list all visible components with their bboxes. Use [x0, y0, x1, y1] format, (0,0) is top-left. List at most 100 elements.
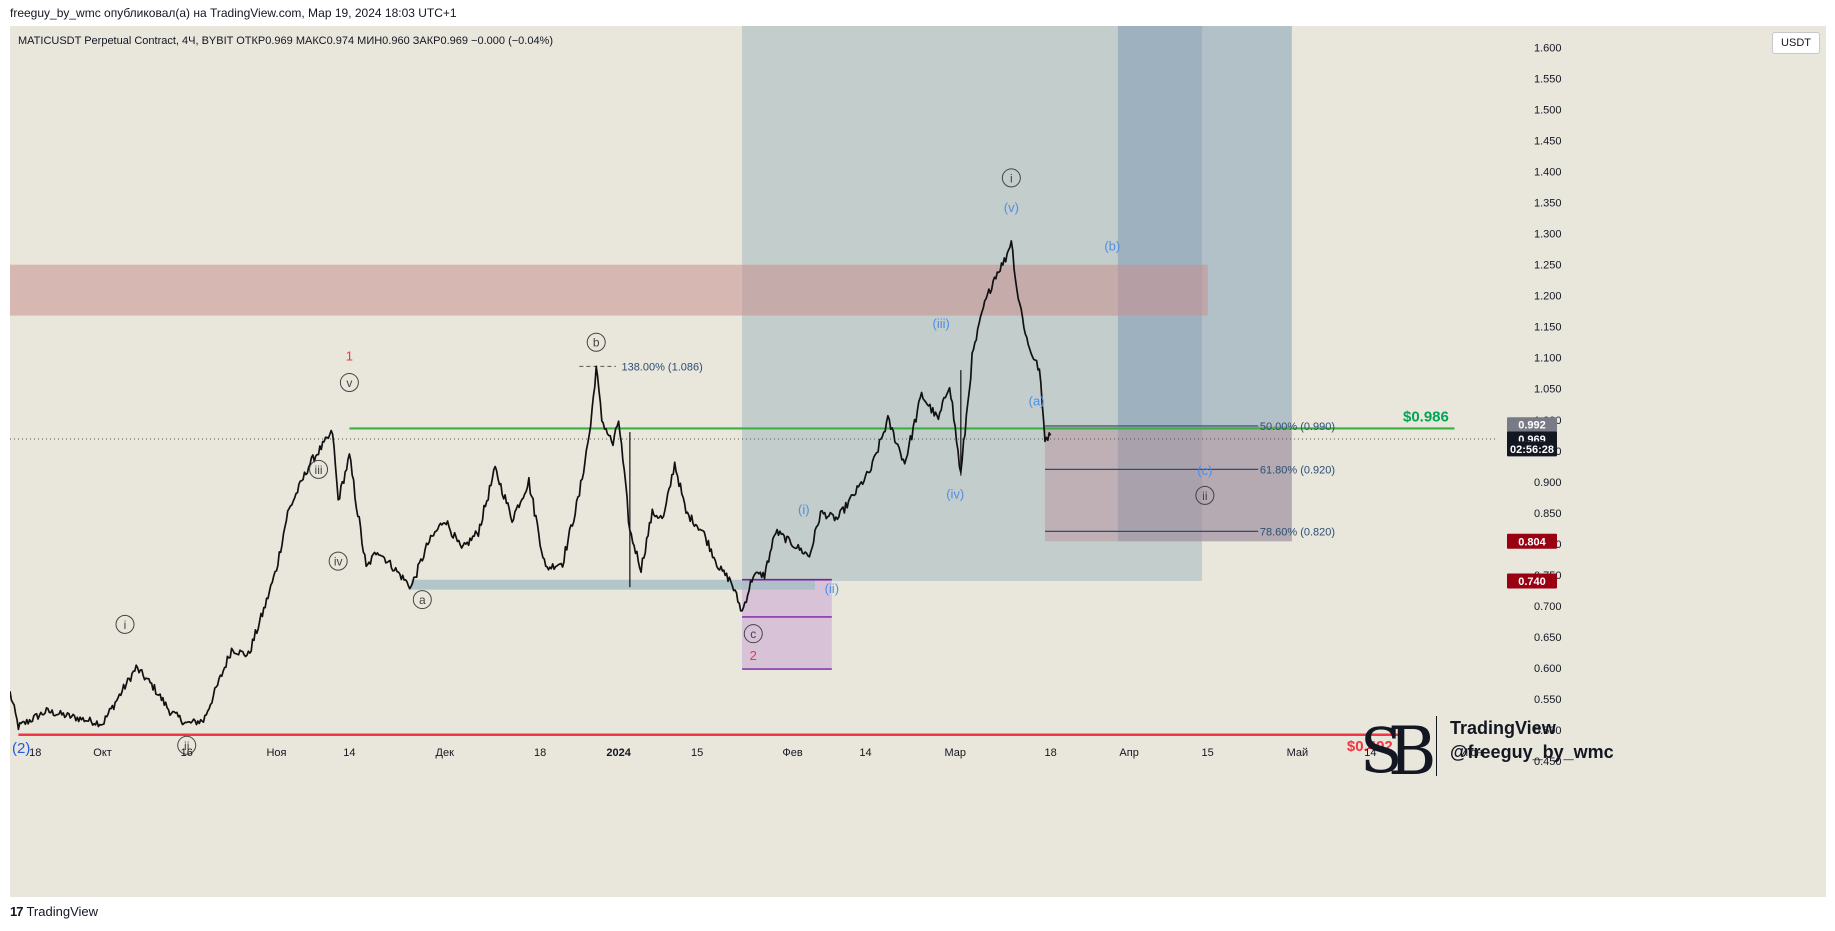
x-tick-label: 14 — [1364, 747, 1376, 759]
x-tick-label: Фев — [782, 747, 802, 759]
price-tag-2: 02:56:28 — [1510, 444, 1554, 456]
tradingview-logo-icon: 17 — [10, 904, 24, 919]
wave-label-15: (v) — [1004, 200, 1019, 215]
author-logo: S B — [1360, 713, 1437, 790]
wave-label-ring-5 — [586, 332, 606, 352]
wave-label-ring-16 — [1001, 168, 1021, 188]
x-tick-label: 15 — [1202, 747, 1214, 759]
x-tick-label: 14 — [859, 747, 871, 759]
wave-label-3: iv — [334, 555, 343, 569]
wave-label-10: (2) — [12, 740, 30, 757]
chart-frame[interactable]: 1 v iii iv a b c 2 i ii (2) (i) (ii) (iii) (iv) (v) i (a)… — [10, 26, 1826, 897]
wave-label-20: ii — [1202, 489, 1207, 503]
wave-label-7: 2 — [750, 648, 757, 663]
x-tick-label: Июн — [1460, 747, 1482, 759]
footer-brand: TradingView — [26, 904, 99, 919]
wave-label-14: (iv) — [946, 487, 964, 502]
x-tick-label: Апр — [1119, 747, 1138, 759]
y-tick-label: 0.900 — [1534, 477, 1562, 489]
price-chart[interactable]: 1viiiivabc2iii(2)(i)(ii)(iii)(iv)(v)i(a)… — [10, 26, 1826, 897]
price-tag-bg-2 — [1507, 441, 1557, 457]
price-tag-3: 0.804 — [1518, 536, 1546, 548]
wave-label-ring-6 — [743, 624, 763, 644]
wave-label-4: a — [419, 593, 426, 607]
x-tick-label: 18 — [29, 747, 41, 759]
wave-label-6: c — [750, 627, 756, 641]
x-tick-label: Май — [1287, 747, 1309, 759]
y-tick-label: 1.100 — [1534, 353, 1562, 365]
support-level-label: $0.492 — [1347, 738, 1393, 755]
y-tick-label: 1.400 — [1534, 167, 1562, 179]
y-tick-label: 0.450 — [1534, 756, 1562, 768]
watermark-author: @freeguy_by_wmc — [1450, 742, 1614, 762]
support-zone — [411, 579, 815, 590]
y-tick-label: 1.250 — [1534, 260, 1562, 272]
y-tick-label: 1.300 — [1534, 229, 1562, 241]
resistance-level-label: $0.986 — [1403, 408, 1449, 425]
wave-label-18: (b) — [1104, 239, 1120, 254]
y-tick-label: 1.050 — [1534, 384, 1562, 396]
x-tick-label: Ноя — [266, 747, 286, 759]
wave-label-2: iii — [315, 463, 323, 477]
x-tick-label: 15 — [691, 747, 703, 759]
x-tick-label: Дек — [436, 747, 455, 759]
price-tag-0: 0.992 — [1518, 420, 1546, 432]
y-tick-label: 0.600 — [1534, 663, 1562, 675]
y-tick-label: 1.150 — [1534, 322, 1562, 334]
target-zone-wave2 — [742, 579, 832, 670]
fib-label-3: 78.60% (0.820) — [1260, 526, 1335, 538]
wave-label-8: i — [124, 618, 127, 632]
symbol-info: MATICUSDT Perpetual Contract, 4Ч, BYBIT … — [18, 35, 554, 47]
currency-button[interactable]: USDT — [1772, 32, 1820, 54]
wave-label-ring-4 — [412, 590, 432, 610]
y-tick-label: 0.550 — [1534, 694, 1562, 706]
y-tick-label: 1.550 — [1534, 74, 1562, 86]
y-tick-label: 1.500 — [1534, 105, 1562, 117]
y-tick-label: 1.200 — [1534, 291, 1562, 303]
y-tick-label: 0.850 — [1534, 508, 1562, 520]
wave-label-ring-9 — [177, 735, 197, 755]
wave-label-ring-3 — [328, 551, 348, 571]
x-tick-label: 16 — [181, 747, 193, 759]
y-tick-label: 1.450 — [1534, 136, 1562, 148]
wave-label-19: (c) — [1197, 463, 1212, 478]
price-tag-bg-4 — [1507, 573, 1557, 589]
wave-label-ring-1 — [339, 373, 359, 393]
wave-label-5: b — [593, 336, 600, 350]
y-tick-label: 0.700 — [1534, 601, 1562, 613]
wave-label-17: (a) — [1029, 394, 1045, 409]
fib-label-2: 61.80% (0.920) — [1260, 464, 1335, 476]
svg-text:S: S — [1360, 714, 1402, 787]
y-tick-label: 0.500 — [1534, 725, 1562, 737]
watermark-divider — [1436, 716, 1437, 776]
wave-label-0: 1 — [346, 348, 353, 363]
publication-line: freeguy_by_wmc опубликовал(а) на Trading… — [10, 6, 457, 20]
wave-label-16: i — [1010, 171, 1013, 185]
author-watermark: S B TradingView @freeguy_by_wmc — [1354, 708, 1634, 792]
y-tick-label: 1.600 — [1534, 43, 1562, 55]
x-tick-label: 2024 — [606, 747, 631, 759]
watermark-brand: TradingView — [1450, 718, 1556, 738]
wave-label-1: v — [346, 376, 352, 390]
y-tick-label: 0.650 — [1534, 632, 1562, 644]
fib-label-0: 138.00% (1.086) — [621, 361, 702, 373]
wave-label-ring-8 — [115, 614, 135, 634]
retracement-zone — [1044, 425, 1292, 542]
wave-label-13: (iii) — [933, 316, 950, 331]
x-tick-label: Окт — [93, 747, 112, 759]
x-tick-label: Мар — [944, 747, 966, 759]
svg-text:B: B — [1388, 713, 1436, 790]
price-series — [10, 240, 1052, 731]
footer: 17 TradingView — [10, 904, 98, 919]
x-tick-label: 18 — [534, 747, 546, 759]
price-tag-bg-3 — [1507, 533, 1557, 549]
price-tag-4: 0.740 — [1518, 576, 1546, 588]
wave-label-11: (i) — [798, 502, 810, 517]
x-tick-label: 14 — [343, 747, 355, 759]
resistance-zone — [10, 264, 1208, 316]
fib-label-1: 50.00% (0.990) — [1260, 421, 1335, 433]
x-tick-label: 18 — [1044, 747, 1056, 759]
y-tick-label: 1.350 — [1534, 198, 1562, 210]
wave-label-ring-20 — [1195, 485, 1215, 505]
wave-label-12: (ii) — [825, 581, 839, 596]
